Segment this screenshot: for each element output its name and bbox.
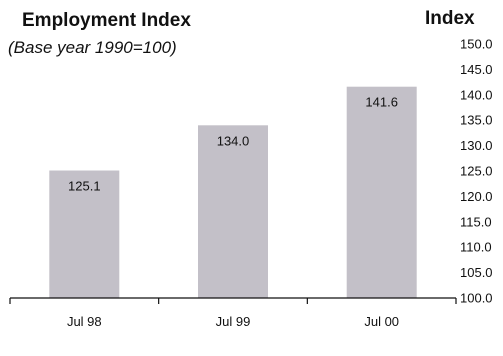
x-tick-label: Jul 00 — [364, 314, 399, 329]
chart-title: Employment Index — [22, 10, 191, 31]
y-tick-label: 115.0 — [460, 214, 492, 229]
y-tick-label: 130.0 — [460, 138, 493, 153]
data-label: 134.0 — [217, 133, 250, 148]
data-label: 141.6 — [365, 95, 398, 110]
y-tick-label: 105.0 — [460, 265, 493, 280]
bars-layer: 125.1 134.0 141.6 — [49, 86, 417, 298]
y-tick-label: 120.0 — [460, 189, 493, 204]
y-tick-label: 110.0 — [460, 240, 492, 255]
y-tick-label: 135.0 — [460, 113, 493, 128]
y-axis-title: Index — [425, 8, 475, 29]
y-tick-label: 100.0 — [460, 291, 493, 306]
chart-subtitle: (Base year 1990=100) — [8, 38, 177, 57]
bar — [49, 170, 120, 298]
bar — [198, 125, 268, 298]
x-tick-label: Jul 98 — [67, 314, 102, 329]
data-label: 125.1 — [68, 179, 101, 194]
axes-layer: Jul 98 Jul 99 Jul 00 100.0 105.0 110.0 115.0 12… — [9, 37, 493, 329]
y-tick-label: 140.0 — [460, 87, 493, 102]
bar — [346, 86, 417, 298]
y-tick-label: 150.0 — [460, 37, 493, 52]
y-tick-label: 125.0 — [460, 164, 493, 179]
x-tick-label: Jul 99 — [216, 314, 251, 329]
y-tick-label: 145.0 — [460, 62, 493, 77]
